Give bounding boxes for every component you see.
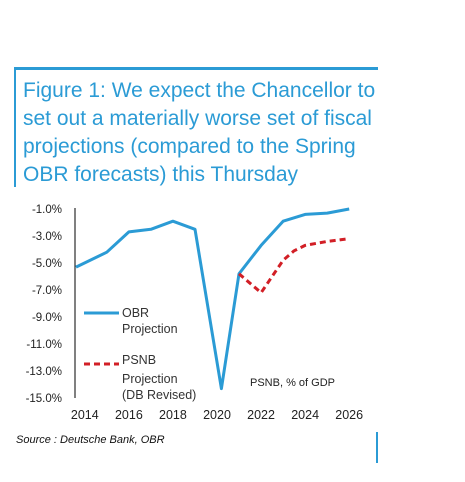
y-tick-label: -5.0% — [32, 258, 62, 270]
legend-psnb-label-line3: (DB Revised) — [122, 388, 196, 402]
figure-title: Figure 1: We expect the Chancellor to se… — [23, 79, 376, 186]
legend-obr-label-line2: Projection — [122, 322, 178, 336]
y-tick-label: -15.0% — [26, 393, 62, 405]
series-obr-line — [75, 207, 350, 391]
x-tick-label: 2022 — [247, 408, 275, 422]
y-tick-label: -11.0% — [26, 339, 62, 351]
y-tick-labels: -1.0% -3.0% -5.0% -7.0% -9.0% -11.0% -13.0% -15… — [26, 204, 62, 405]
x-tick-labels: 2014 2016 2018 2020 2022 2024 2026 — [71, 408, 363, 422]
chart-annotation: PSNB, % of GDP — [250, 377, 335, 389]
y-tick-label: -3.0% — [32, 231, 62, 243]
source-note: Source : Deutsche Bank, OBR — [16, 434, 165, 446]
y-tick-label: -7.0% — [32, 285, 62, 297]
x-tick-label: 2026 — [335, 408, 363, 422]
x-tick-label: 2020 — [203, 408, 231, 422]
legend-obr-label-line1: OBR — [122, 306, 149, 320]
x-tick-label: 2024 — [291, 408, 319, 422]
y-tick-label: -1.0% — [32, 204, 62, 216]
legend-psnb-label-line2: Projection — [122, 372, 178, 386]
x-tick-label: 2014 — [71, 408, 99, 422]
legend-psnb-label-line1: PSNB — [122, 353, 156, 367]
legend: OBR Projection PSNB Projection (DB Revis… — [84, 306, 196, 402]
x-tick-label: 2016 — [115, 408, 143, 422]
series-lines — [75, 207, 350, 391]
y-tick-label: -9.0% — [32, 312, 62, 324]
frame-top-border — [14, 67, 378, 70]
y-tick-label: -13.0% — [26, 366, 62, 378]
series-psnb-line — [238, 237, 350, 295]
x-tick-label: 2018 — [159, 408, 187, 422]
frame-bottom-right-border — [376, 432, 378, 463]
frame-left-border — [14, 67, 16, 187]
